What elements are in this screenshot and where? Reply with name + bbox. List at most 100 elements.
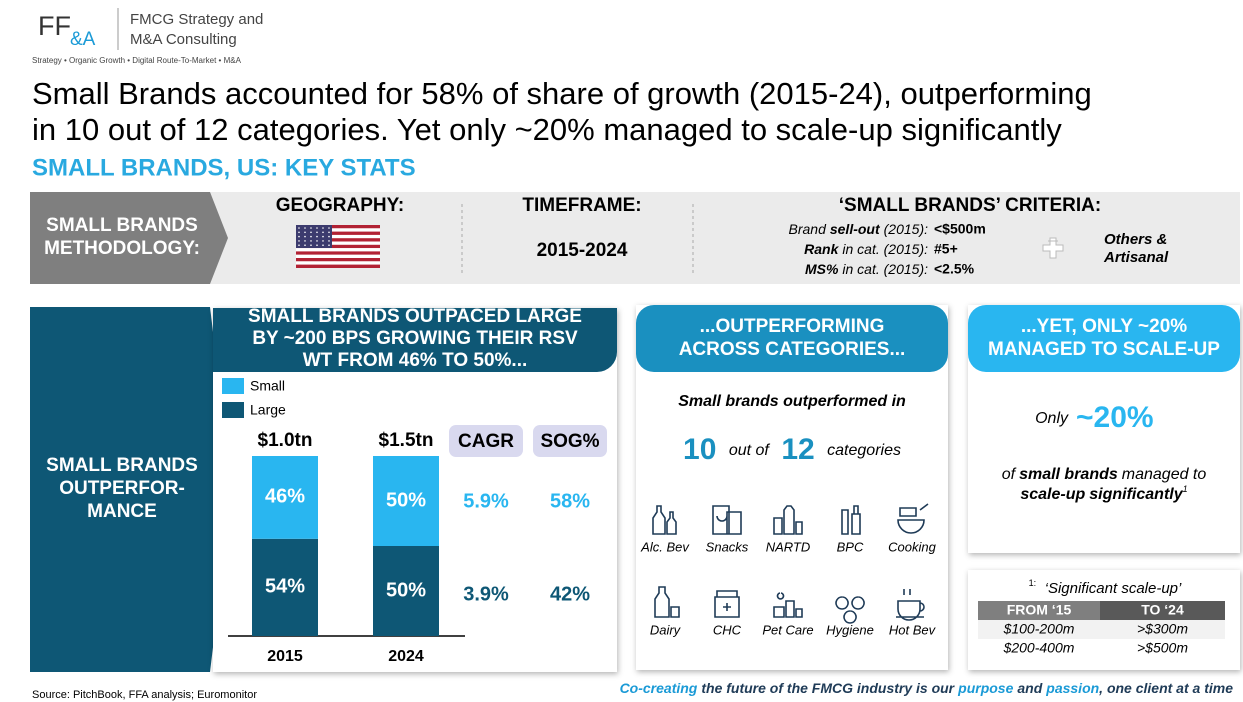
flag-stripe [296,254,380,259]
metric-header-box [449,425,523,457]
legend-swatch [222,378,244,394]
flag-stripe [296,231,380,235]
criteria-value: <2.5% [934,261,975,277]
growth-chart: Small Large 54% 46% $1.0tn 2015 50% 50% $1.5tn 20… [222,378,607,665]
table-header: FROM ‘15 [1007,602,1072,618]
growth-header-text: BY ~200 BPS GROWING THEIR RSV [252,328,578,349]
scale-header-text: MANAGED TO SCALE-UP [988,339,1220,360]
text-segment: (2015): [884,221,928,237]
count: 10 [683,433,716,466]
bar-segment [252,456,318,539]
table-cell: $200-400m [1003,640,1075,656]
flag-stripe [296,251,380,255]
scale-line: of small brands managed to [1002,466,1207,483]
flag-stripe [296,248,380,252]
total: 12 [781,433,814,466]
footnote-mark: 1: [1029,578,1037,588]
flag-star [328,240,330,242]
category-icon [841,505,861,535]
tagline: Co-creating the future of the FMCG indust… [620,680,1234,696]
legend-label: Small [250,378,285,394]
criteria-label: MS% in cat. (2015): [805,261,928,277]
text-segment: in cat. (2015): [842,241,928,257]
table-cell: $100-200m [1003,621,1075,637]
text-segment: sell-out [830,221,881,237]
outperformance-label: OUTPERFOR- [59,478,185,499]
flag-stripe [296,238,380,242]
category-label: BPC [837,539,864,554]
text-segment: MS% [805,261,839,277]
text-segment: the future of the FMCG industry is our [701,680,955,696]
category-icon [773,505,803,535]
flag-stripe [296,244,380,249]
flag-star [304,240,306,242]
table-header-cell [1100,601,1225,620]
category-icon [714,590,740,618]
flag-star [328,227,330,229]
legend-swatch [222,402,244,418]
text-segment: significantly [1089,486,1183,503]
flag-star [298,244,300,246]
flag-star [316,227,318,229]
flag-star [298,235,300,238]
criteria-extra: Artisanal [1103,249,1169,266]
bar-segment [373,546,439,636]
category-icon [654,586,680,618]
criteria-label: Brand sell-out (2015): [789,221,929,237]
bar-label: 46% [265,486,305,508]
flag-star [310,240,312,242]
scale-share: ~20% [1076,401,1154,434]
text-segment: Brand [789,221,828,237]
flag-star [298,231,300,234]
text-segment: and [1017,680,1042,696]
table-row [978,639,1225,658]
text-segment: of [1002,466,1017,483]
flag-stripe [296,261,380,265]
flag-star [310,227,312,229]
metric-value: 58% [550,490,590,512]
criteria-value: #5+ [934,241,958,257]
logo: FF [38,11,71,41]
category-icon [897,503,929,534]
category-label: NARTD [766,539,811,554]
metric-value: 3.9% [463,583,509,605]
count-of: out of [729,442,771,459]
flag-star [322,240,324,242]
flag-star [298,240,300,242]
bar-total: $1.0tn [258,430,313,451]
scale-only: Only [1035,410,1069,427]
table-cell: >$500m [1137,640,1188,656]
categories-header-text: ...OUTPERFORMING [700,316,885,337]
flag-stripe [296,234,380,239]
category-icon [896,589,925,621]
criteria-value: <$500m [934,221,986,237]
bar-label: 50% [386,579,426,601]
plus-icon [1042,237,1064,259]
flag-star [316,244,318,246]
outperformance-tab [30,307,232,672]
methodology-band [30,192,1240,284]
flag-star [304,227,306,229]
metric-header: CAGR [458,431,514,452]
text-segment: in cat. (2015): [842,261,928,277]
methodology-label: METHODOLOGY: [44,238,200,259]
flag-star [298,227,300,229]
flag-star [328,235,330,238]
flag-star [328,231,330,234]
outperformance-label: SMALL BRANDS [46,455,198,476]
source: Source: PitchBook, FFA analysis; Euromon… [32,689,257,701]
x-tick-label: 2024 [388,648,424,665]
flag-stripe [296,241,380,245]
category-label: Hot Bev [889,622,937,637]
metric-value: 42% [550,583,590,605]
criteria: Brand sell-out (2015): <$500m Rank in cat. (2… [789,221,986,277]
flag-star [316,240,318,242]
flag-stripe [296,225,380,229]
methodology-label: SMALL BRANDS [46,215,198,236]
geography-heading: GEOGRAPHY: [276,195,404,216]
timeframe-value: 2015-2024 [537,240,628,261]
title: Small Brands accounted for 58% of share … [32,76,1092,111]
bar-label: 50% [386,489,426,511]
text-segment: managed to [1122,466,1207,483]
